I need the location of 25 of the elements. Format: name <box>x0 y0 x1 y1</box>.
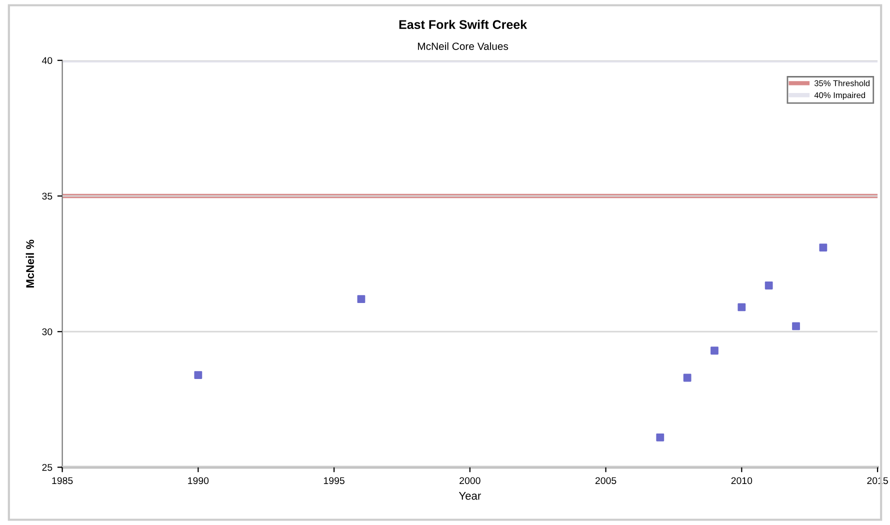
x-tick-label: 1995 <box>324 477 344 484</box>
point <box>792 322 800 330</box>
x-tick-label: 2010 <box>731 477 752 484</box>
point <box>764 282 773 290</box>
x-tick-label: 2000 <box>460 477 480 484</box>
point <box>656 433 664 442</box>
point <box>357 295 366 304</box>
point <box>819 244 828 252</box>
legend-label: 40% Impaired <box>814 92 866 100</box>
point <box>194 371 202 379</box>
y-tick-label: 35 <box>42 192 52 200</box>
y-tick-label: 25 <box>42 464 52 471</box>
y-tick-label: 40 <box>42 57 52 64</box>
x-tick-label: 2005 <box>595 477 616 484</box>
x-tick-label: 1985 <box>52 477 73 484</box>
y-tick-label: 30 <box>42 328 52 336</box>
legend-label: 35% Threshold <box>814 80 870 86</box>
y-axis-title: McNeil % <box>26 240 34 288</box>
point <box>683 374 692 382</box>
chart-title: East Fork Swift Creek <box>399 20 528 29</box>
x-axis-title: Year <box>458 492 481 500</box>
chart-subtitle: McNeil Core Values <box>418 42 508 50</box>
x-tick-label: 1990 <box>188 477 209 484</box>
point <box>710 346 718 355</box>
point <box>738 303 746 312</box>
